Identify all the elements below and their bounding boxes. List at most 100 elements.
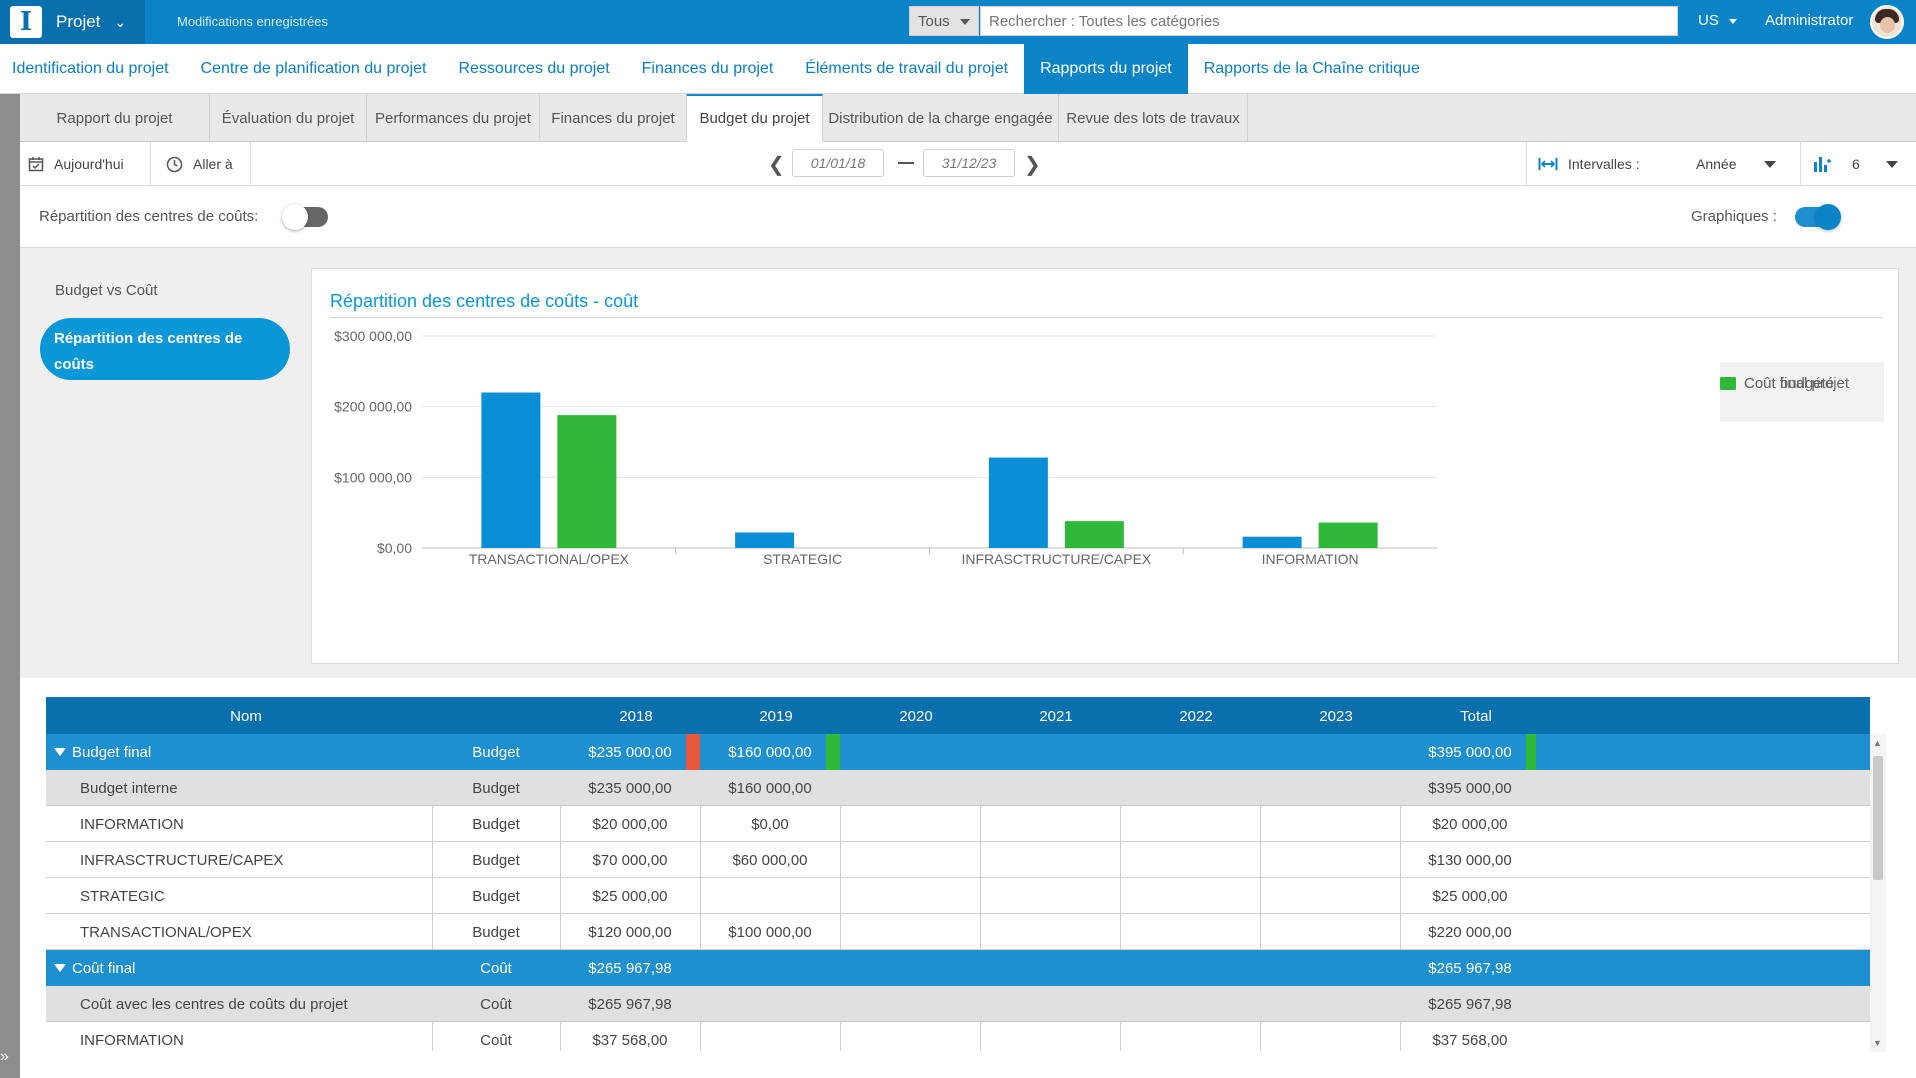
report-tab[interactable]: Budget du projet [687,94,823,142]
main-nav-item[interactable]: Ressources du projet [458,60,610,77]
table-group-row[interactable]: Coût final Coût $265 967,98 $265 967,98 [46,950,1870,986]
clock-icon [166,156,183,172]
cell-divider [1260,878,1261,914]
search-category-select[interactable]: Tous [909,6,979,36]
year-2019-cell: $100 000,00 [700,914,840,950]
today-label: Aujourd'hui [54,156,124,172]
main-nav-item[interactable]: Rapports de la Chaîne critique [1203,60,1420,77]
cell-divider [980,842,981,878]
goto-button[interactable]: Aller à [166,142,233,186]
group-name-cell[interactable]: Coût final [54,950,424,986]
main-nav: Identification du projet Centre de planif… [0,44,1916,94]
cell-divider [432,914,433,950]
cell-divider [840,878,841,914]
table-row[interactable]: STRATEGIC Budget $25 000,00 $25 000,00 [46,878,1870,914]
avatar-face-shape [1880,17,1895,33]
user-name[interactable]: Administrator [1765,12,1854,29]
cell-divider [980,806,981,842]
scroll-up-icon[interactable]: ▲ [1873,738,1882,748]
table-row[interactable]: INFORMATION Coût $37 568,00 $37 568,00 [46,1022,1870,1051]
toolbar-divider [250,142,251,186]
cell-divider [1400,1022,1401,1051]
table-group-row[interactable]: Budget final Budget $235 000,00 $160 000,00… [46,734,1870,770]
table-row[interactable]: TRANSACTIONAL/OPEX Budget $120 000,00 $100 … [46,914,1870,950]
report-tab[interactable]: Évaluation du projet [210,94,367,142]
y-tick-label: $300 000,00 [334,328,412,344]
column-header[interactable]: 2020 [899,708,933,725]
scroll-down-icon[interactable]: ▼ [1873,1038,1882,1048]
table-row[interactable]: INFORMATION Budget $20 000,00 $0,00 $20 000,… [46,806,1870,842]
menu-cost-center-split[interactable]: Répartition des centres de coûts [40,318,290,380]
interval-select[interactable]: Année [1696,142,1792,186]
year-2018-cell: $37 568,00 [560,1022,700,1051]
next-period-icon[interactable]: ❯ [1024,154,1041,176]
column-header[interactable]: 2021 [1039,708,1073,725]
column-header[interactable]: 2023 [1319,708,1353,725]
end-date-input[interactable]: 31/12/23 [923,149,1015,177]
variance-marker-red [686,734,700,770]
today-button[interactable]: Aujourd'hui [28,142,124,186]
main-nav-item[interactable]: Rapports du projet [1024,44,1188,94]
report-options-bar: Répartition des centres de coûts: Graphi… [20,186,1916,248]
search-input[interactable] [980,6,1678,36]
year-2019-cell: $0,00 [700,806,840,842]
column-header[interactable]: 2018 [619,708,653,725]
report-tab[interactable]: Performances du projet [367,94,540,142]
report-tab[interactable]: Rapport du projet [20,94,210,142]
group-name-cell[interactable]: Budget final [54,734,424,770]
cell-divider [840,1022,841,1051]
year-2018-cell-text: $25 000,00 [592,887,668,905]
bar-actual [1064,521,1124,548]
year-2018-cell: $20 000,00 [560,806,700,842]
previous-period-icon[interactable]: ❮ [768,154,785,176]
year-2018-cell-text: $37 568,00 [592,1031,668,1049]
bar-actual [1318,522,1378,548]
project-menu[interactable]: I Projet ⌄ [0,0,145,44]
type-cell: Coût [432,986,560,1022]
total-cell-text: $265 967,98 [1428,959,1512,977]
report-tab[interactable]: Finances du projet [540,94,687,142]
legend-item-actual[interactable]: Coût final projet [1720,374,1916,392]
type-cell: Budget [432,734,560,770]
report-tab[interactable]: Distribution de la charge engagée [823,94,1059,142]
cost-center-split-toggle[interactable] [282,204,328,230]
locale-select[interactable]: US [1698,12,1737,29]
column-header[interactable]: Total [1460,708,1492,725]
top-bar: I Projet ⌄ Modifications enregistrées To… [0,0,1916,44]
year-2018-cell-text: $235 000,00 [588,743,672,761]
table-row[interactable]: INFRASCTRUCTURE/CAPEX Budget $70 000,00 $60… [46,842,1870,878]
table-row[interactable]: Budget interne Budget $235 000,00 $160 000,… [46,770,1870,806]
legend-label-actual: Coût final projet [1744,374,1850,392]
columns-select[interactable]: 6 [1812,142,1898,186]
type-cell: Budget [432,770,560,806]
total-cell-text: $395 000,00 [1428,743,1512,761]
report-tab[interactable]: Revue des lots de travaux [1059,94,1248,142]
column-header[interactable]: 2019 [759,708,793,725]
cell-divider [1260,914,1261,950]
collapse-triangle-icon[interactable] [54,748,66,756]
menu-budget-vs-cost[interactable]: Budget vs Coût [55,282,158,299]
charts-label: Graphiques : [1691,208,1777,225]
main-nav-item[interactable]: Éléments de travail du projet [805,60,1009,77]
year-2018-cell: $25 000,00 [560,878,700,914]
main-nav-item[interactable]: Centre de planification du projet [200,60,427,77]
collapse-triangle-icon[interactable] [54,964,66,972]
year-2019-cell: $160 000,00 [700,734,840,770]
main-nav-item[interactable]: Finances du projet [641,60,774,77]
chart-card: Répartition des centres de coûts - coût … [311,268,1899,664]
column-header[interactable]: 2022 [1179,708,1213,725]
scrollbar-thumb[interactable] [1873,756,1883,880]
year-2019-cell [700,1022,840,1051]
main-nav-item[interactable]: Identification du projet [12,60,169,77]
charts-toggle[interactable] [1795,204,1841,230]
table-scrollbar[interactable]: ▲ ▼ [1870,734,1886,1052]
expand-panel-icon[interactable]: » [0,1048,9,1065]
column-header[interactable]: Nom [230,708,262,725]
table-row[interactable]: Coût avec les centres de coûts du projet… [46,986,1870,1022]
start-date-input[interactable]: 01/01/18 [792,149,884,177]
cell-divider [560,806,561,842]
cell-divider [700,878,701,914]
cell-divider [700,806,701,842]
user-avatar[interactable] [1870,5,1904,39]
